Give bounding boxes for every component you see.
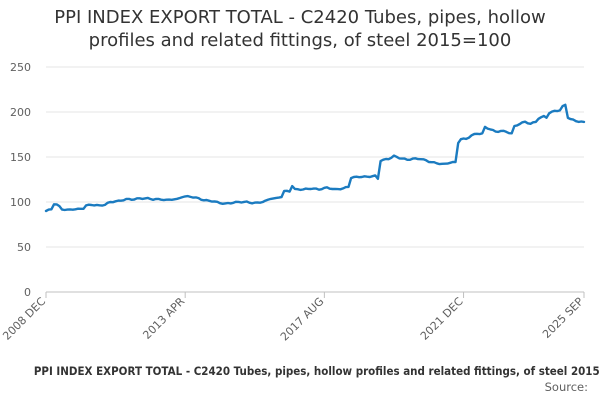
y-tick-label: 0 <box>24 286 31 299</box>
x-tick-label: 2025 SEP <box>540 295 586 341</box>
x-tick-label: 2013 APR <box>140 295 187 342</box>
series-line[interactable] <box>44 103 586 213</box>
y-tick-label: 250 <box>10 61 31 74</box>
grid-lines <box>46 66 584 293</box>
chart-title-line-1: PPI INDEX EXPORT TOTAL - C2420 Tubes, pi… <box>54 7 546 28</box>
footer-caption: PPI INDEX EXPORT TOTAL - C2420 Tubes, pi… <box>0 364 600 378</box>
chart-title-line-2: profiles and related fittings, of steel … <box>88 30 512 51</box>
y-tick-label: 50 <box>17 241 31 254</box>
y-tick-label: 150 <box>10 151 31 164</box>
y-tick-label: 200 <box>10 106 31 119</box>
x-tick-label: 2008 DEC <box>0 295 48 343</box>
x-axis: 2008 DEC 2013 APR 2017 AUG 2021 DEC 2025 SEP <box>0 292 586 343</box>
footer-caption-text: PPI INDEX EXPORT TOTAL - C2420 Tubes, pi… <box>33 364 600 378</box>
y-tick-label: 100 <box>10 196 31 209</box>
y-axis: 0 50 100 150 200 250 <box>10 61 31 299</box>
x-tick-label: 2021 DEC <box>418 295 466 343</box>
x-tick-label: 2017 AUG <box>278 295 327 344</box>
chart-title: PPI INDEX EXPORT TOTAL - C2420 Tubes, pi… <box>0 6 600 52</box>
source-label: Source: <box>544 380 588 394</box>
series-group <box>44 103 586 213</box>
